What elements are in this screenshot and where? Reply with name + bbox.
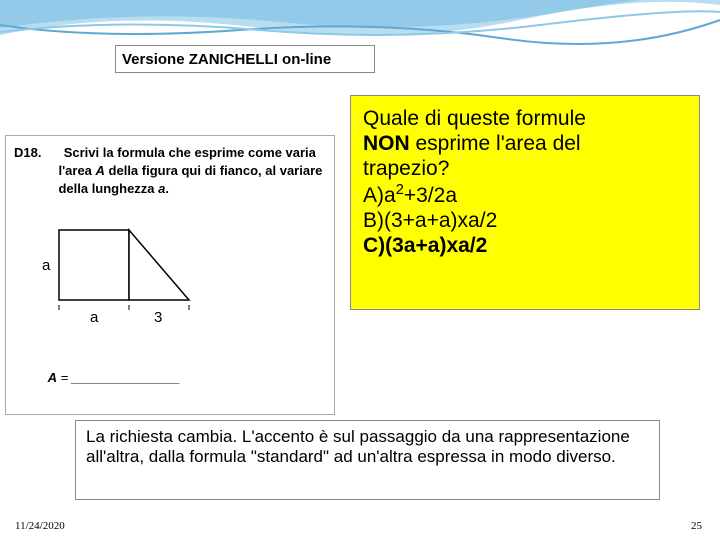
footer-page: 25 (691, 520, 702, 532)
question-box: Quale di queste formule NON esprime l'ar… (350, 95, 700, 310)
q-line1: Quale di queste formule (363, 107, 586, 130)
fig-label-3: 3 (154, 309, 162, 326)
problem-line2-mid: della figura qui di fianco, al variare (105, 163, 322, 178)
problem-statement: D18. Scrivi la formula che esprime come … (14, 144, 326, 198)
answer-prefix: A (48, 370, 57, 385)
q-optC: C)(3a+a)xa/2 (363, 234, 487, 257)
comment-box: La richiesta cambia. L'accento è sul pas… (75, 420, 660, 500)
header-text: Versione ZANICHELLI on-line (122, 51, 331, 68)
footer-date: 11/24/2020 (15, 520, 65, 532)
header-box: Versione ZANICHELLI on-line (115, 45, 375, 73)
q-optA-label: A)a (363, 184, 396, 207)
comment-text: La richiesta cambia. L'accento è sul pas… (86, 427, 649, 468)
problem-line3-post: . (165, 181, 169, 196)
q-optA-rest: +3/2a (404, 184, 457, 207)
problem-line3-pre: della lunghezza (58, 181, 158, 196)
question-text: Quale di queste formule NON esprime l'ar… (363, 106, 687, 258)
q-optB: B)(3+a+a)xa/2 (363, 209, 497, 232)
q-line3: trapezio? (363, 157, 449, 180)
answer-eq: = _______________ (57, 370, 180, 385)
problem-line1: Scrivi la formula che esprime come varia (64, 145, 316, 160)
q-bold: NON (363, 132, 410, 155)
problem-label: D18. (14, 145, 41, 160)
q-line2-rest: esprime l'area del (410, 132, 581, 155)
problem-panel: D18. Scrivi la formula che esprime come … (5, 135, 335, 415)
fig-label-a: a (90, 309, 99, 326)
problem-A: A (96, 163, 105, 178)
problem-line2-pre: l'area (58, 163, 95, 178)
answer-line: A = _______________ (14, 370, 326, 385)
fig-label-left: a (42, 257, 51, 274)
trapezoid-figure: a a 3 (14, 210, 214, 340)
q-optA-sup: 2 (396, 182, 404, 198)
